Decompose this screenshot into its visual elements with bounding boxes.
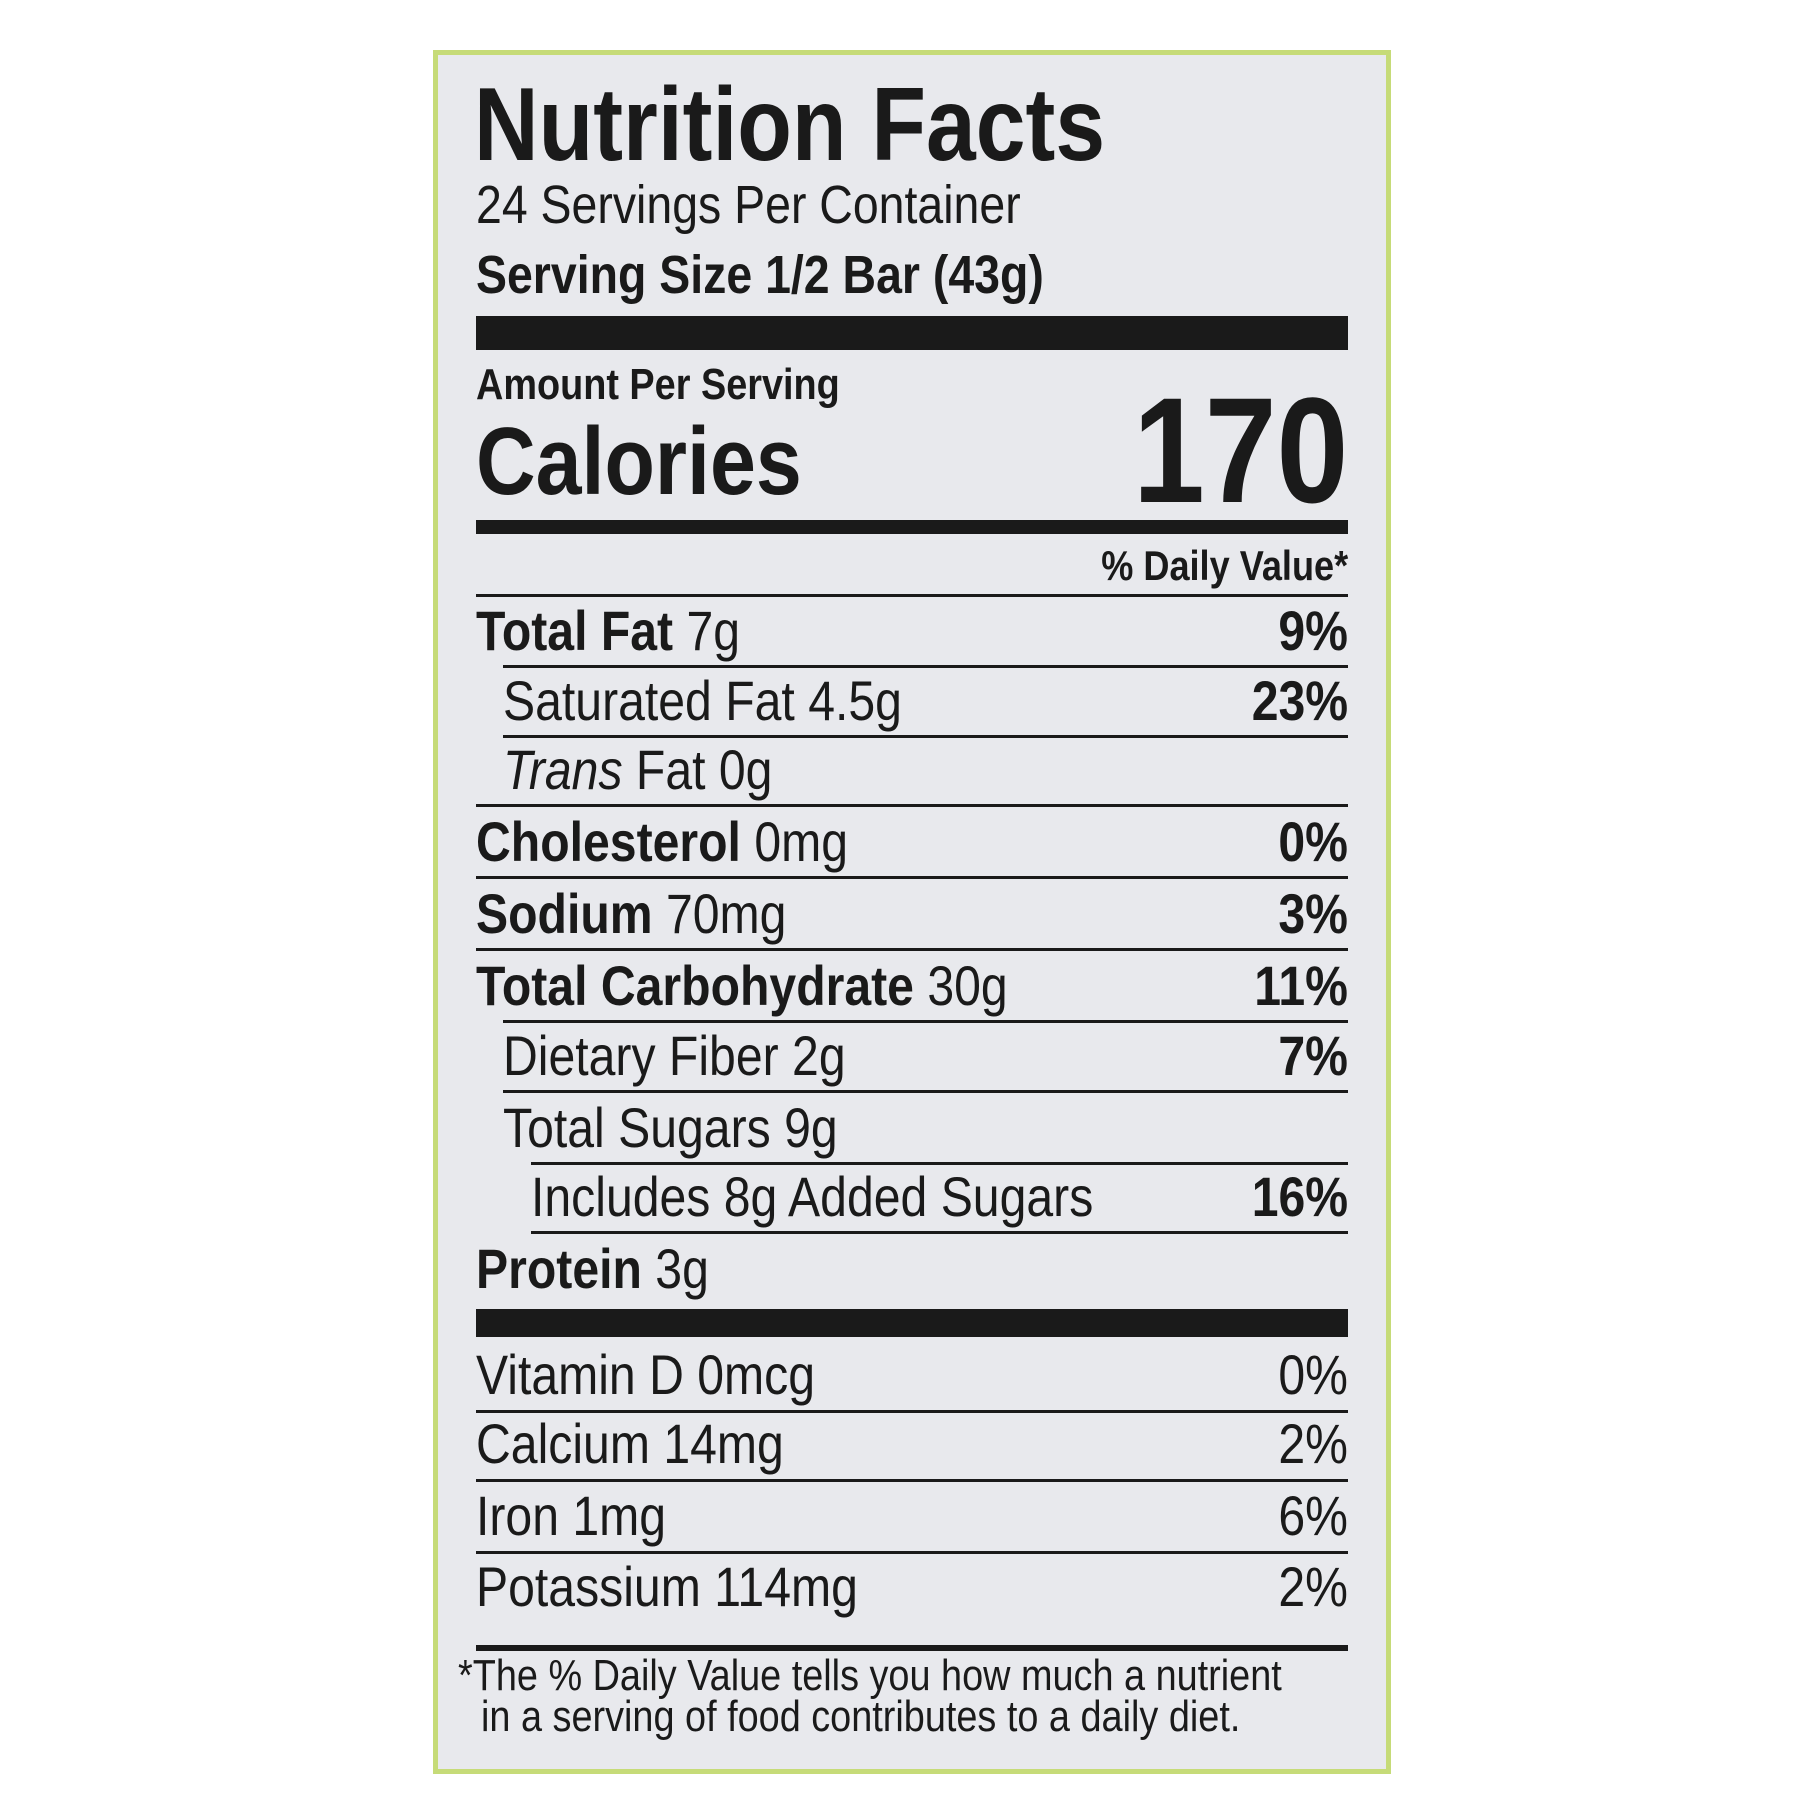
nutrient-amount: 7g [686, 599, 741, 662]
rule [476, 1645, 1348, 1651]
nutrient-amount: 30g [927, 954, 1008, 1017]
nutrient-name: Total Fat 7g [476, 603, 740, 659]
rule [476, 1551, 1348, 1554]
rule [476, 804, 1348, 807]
nutrient-amount: 3g [655, 1237, 709, 1300]
vitamin-name: Vitamin D 0mcg [476, 1347, 815, 1403]
rule [476, 316, 1348, 350]
daily-value-header: % Daily Value* [1101, 542, 1348, 589]
nutrient-dv: 9% [1278, 599, 1348, 662]
nutrient-name: Dietary Fiber 2g [503, 1028, 846, 1084]
nutrient-label: Protein [476, 1237, 642, 1300]
nutrient-amount: 9g [784, 1096, 838, 1159]
vitamin-amount: 0mcg [697, 1343, 816, 1406]
title: Nutrition Facts [474, 67, 1106, 183]
calories-value: 170 [1132, 366, 1348, 534]
nutrient-amount: 0mg [754, 810, 849, 873]
footnote: *The % Daily Value tells you how much a … [458, 1651, 1282, 1700]
nutrient-label: Fat [635, 738, 706, 801]
nutrient-label: Sodium [476, 882, 653, 945]
nutrient-name: Saturated Fat 4.5g [503, 673, 902, 729]
vitamin-amount: 14mg [663, 1412, 784, 1475]
vitamin-name: Iron 1mg [476, 1488, 666, 1544]
nutrient-label: Cholesterol [476, 810, 741, 873]
vitamin-label: Iron [476, 1484, 559, 1547]
vitamin-label: Calcium [476, 1412, 650, 1475]
rule [476, 948, 1348, 951]
rule [476, 876, 1348, 879]
nutrient-name: Includes 8g Added Sugars [531, 1169, 1093, 1225]
vitamin-name: Potassium 114mg [476, 1559, 858, 1615]
vitamin-name: Calcium 14mg [476, 1416, 784, 1472]
nutrient-prefix: Trans [503, 738, 623, 801]
footnote: in a serving of food contributes to a da… [481, 1692, 1241, 1741]
rule [476, 1479, 1348, 1482]
vitamin-label: Potassium [476, 1555, 701, 1618]
nutrient-dv: 7% [1278, 1024, 1348, 1087]
nutrient-label: Dietary Fiber [503, 1024, 779, 1087]
nutrient-label: Saturated Fat [503, 669, 795, 732]
vitamin-amount: 1mg [572, 1484, 667, 1547]
servings: 24 Servings Per Container [476, 175, 1021, 235]
nutrient-name: Total Carbohydrate 30g [476, 958, 1008, 1014]
nutrient-amount: 2g [792, 1024, 846, 1087]
vitamin-dv: 2% [1278, 1412, 1348, 1475]
rule [531, 1162, 1348, 1165]
vitamin-dv: 0% [1278, 1343, 1348, 1406]
nutrient-amount: 0g [718, 738, 773, 801]
nutrient-name: Protein 3g [476, 1241, 709, 1297]
nutrient-name: Total Sugars 9g [503, 1100, 838, 1156]
nutrient-dv: 0% [1278, 810, 1348, 873]
vitamin-amount: 114mg [714, 1555, 858, 1618]
nutrient-dv: 16% [1251, 1165, 1348, 1228]
rule [476, 1410, 1348, 1413]
rule [531, 1231, 1348, 1234]
rule [476, 1309, 1348, 1337]
nutrient-label: Total Carbohydrate [476, 954, 914, 1017]
nutrient-amount: 70mg [665, 882, 787, 945]
nutrient-name: Cholesterol 0mg [476, 814, 848, 870]
calories-label: Calories [476, 408, 802, 515]
nutrient-amount: 4.5g [808, 669, 902, 732]
serving-size: Serving Size 1/2 Bar (43g) [476, 245, 1044, 305]
vitamin-dv: 2% [1278, 1555, 1348, 1618]
rule [503, 665, 1348, 668]
rule [503, 735, 1348, 738]
nutrient-label: Includes 8g Added Sugars [531, 1165, 1094, 1228]
rule [503, 1090, 1348, 1093]
nutrient-dv: 23% [1251, 669, 1348, 732]
nutrient-dv: 3% [1278, 882, 1348, 945]
nutrient-name: Trans Fat 0g [503, 742, 772, 798]
nutrient-label: Total Sugars [503, 1096, 771, 1159]
nutrient-dv: 11% [1254, 954, 1348, 1017]
vitamin-label: Vitamin D [476, 1343, 684, 1406]
rule [476, 520, 1348, 534]
rule [503, 1020, 1348, 1023]
nutrient-label: Total Fat [476, 599, 674, 662]
vitamin-dv: 6% [1278, 1484, 1348, 1547]
rule [476, 594, 1348, 597]
nutrient-name: Sodium 70mg [476, 886, 786, 942]
amount-per-serving: Amount Per Serving [476, 360, 840, 409]
